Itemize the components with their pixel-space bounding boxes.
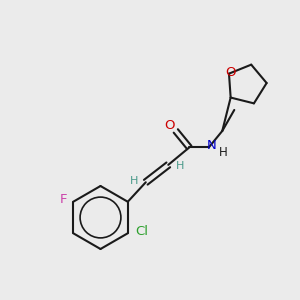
Text: F: F	[60, 193, 68, 206]
Text: H: H	[176, 161, 184, 171]
Text: Cl: Cl	[136, 225, 149, 238]
Text: N: N	[206, 139, 216, 152]
Text: O: O	[225, 66, 236, 79]
Text: O: O	[164, 119, 174, 132]
Text: H: H	[219, 146, 228, 159]
Text: H: H	[130, 176, 139, 186]
